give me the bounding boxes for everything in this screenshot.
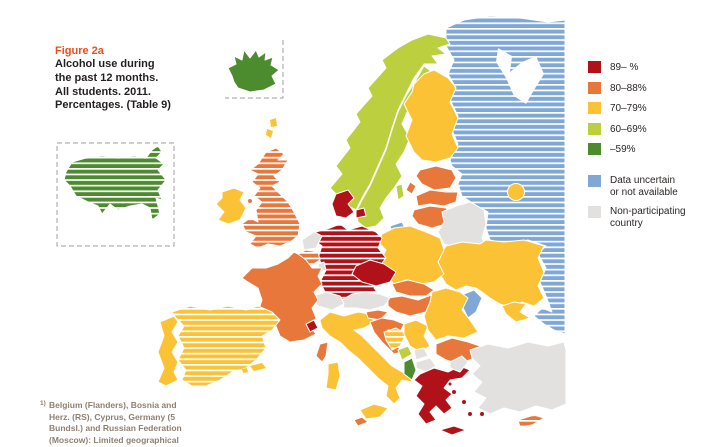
country-spain <box>171 305 281 387</box>
country-ireland <box>215 187 247 225</box>
country-austria <box>341 291 391 311</box>
footnote-line: Belgium (Flanders), Bosnia and <box>49 400 177 410</box>
legend-swatch-nonparticipating <box>588 206 601 218</box>
footnote-marker: 1) <box>40 400 46 407</box>
island-sicily <box>359 403 389 420</box>
region-crimea <box>501 301 531 323</box>
moscow-dot <box>507 183 525 201</box>
islands-balearic <box>242 363 266 373</box>
legend-swatch-70-79 <box>588 102 601 114</box>
country-czech-republic <box>351 259 397 287</box>
country-uk <box>241 147 301 249</box>
legend-label-uncertain: Data uncertain or not available <box>610 175 678 198</box>
country-greece <box>413 365 471 425</box>
legend-item-80-88: 80–88% <box>588 81 705 95</box>
country-france <box>241 251 323 343</box>
footnote: 1) Belgium (Flanders), Bosnia and Herz. … <box>40 400 219 447</box>
legend-swatch-60-69 <box>588 122 601 135</box>
island-crete <box>439 425 467 436</box>
country-iceland <box>227 49 280 93</box>
country-estonia <box>405 165 457 195</box>
legend-item-below59: –59% <box>588 143 705 156</box>
country-slovakia <box>391 279 435 297</box>
legend-label-70-79: 70–79% <box>610 103 647 114</box>
country-switzerland <box>311 291 345 311</box>
legend-item-uncertain: Data uncertain or not available <box>588 175 705 199</box>
country-bosnia <box>383 327 407 351</box>
island-sardinia <box>325 361 341 391</box>
figure-title-line: All students. 2011. <box>55 85 151 98</box>
legend-label-nonparticipating: Non-participating country <box>610 206 686 229</box>
footnote-line: Bundsl.) and Russian Federation <box>49 423 182 434</box>
footnote-line: (Moscow): Limited geographical <box>49 434 179 445</box>
figure-title-line: Alcohol use during <box>55 58 155 70</box>
legend-swatch-89plus <box>588 61 601 73</box>
country-kosovo <box>413 347 429 361</box>
country-romania <box>423 287 479 341</box>
legend-label-below59: –59% <box>610 144 636 155</box>
country-serbia <box>403 319 431 353</box>
region-east-thrace <box>449 355 469 373</box>
legend-item-60-69: 60–69% <box>588 122 705 136</box>
country-usa <box>63 145 167 221</box>
white-sea <box>496 48 544 104</box>
legend-item-70-79: 70–79% <box>588 102 705 115</box>
legend-swatch-uncertain <box>588 175 601 187</box>
island-gotland <box>395 183 405 201</box>
country-slovenia <box>365 309 389 321</box>
country-portugal <box>157 315 179 387</box>
country-norway <box>329 33 451 219</box>
country-monaco <box>305 319 319 333</box>
figure-title-line: the past 12 months. <box>55 71 159 84</box>
figure-number: Figure 2a <box>55 45 104 57</box>
map-legend: 89– % 80–88% 70–79% 60–69% –59% Data unc… <box>588 61 705 238</box>
country-malta <box>353 416 369 427</box>
country-sweden <box>355 65 433 229</box>
country-cyprus <box>517 414 545 428</box>
country-ukraine <box>437 239 545 309</box>
country-montenegro <box>397 345 413 361</box>
figure-caption: Figure 2a Alcohol use during the past 12… <box>55 44 225 113</box>
legend-label-89plus: 89– % <box>610 62 639 73</box>
country-denmark <box>331 189 367 219</box>
inset-box-usa <box>56 142 175 247</box>
island-corsica <box>315 341 329 363</box>
legend-swatch-80-88 <box>588 81 601 94</box>
country-isle-of-man <box>247 198 253 204</box>
legend-item-89plus: 89– % <box>588 61 705 74</box>
legend-label-80-88: 80–88% <box>610 82 647 94</box>
figure-title-line: Percentages. (Table 9) <box>55 99 171 112</box>
country-latvia <box>415 189 459 207</box>
country-turkey <box>469 341 567 415</box>
country-netherlands <box>301 231 323 251</box>
footnote-line: Herz. (RS), Cyprus, Germany (5 <box>49 411 176 422</box>
country-albania <box>403 357 417 381</box>
legend-item-nonparticipating: Non-participating country <box>588 206 705 230</box>
legend-label-60-69: 60–69% <box>610 123 647 135</box>
inset-box-iceland <box>225 40 284 99</box>
country-italy <box>319 311 413 405</box>
figure-title: Alcohol use during the past 12 months. A… <box>55 58 225 113</box>
aegean-islands <box>448 382 484 416</box>
country-faroe-islands <box>266 118 277 138</box>
country-finland <box>403 69 459 163</box>
legend-swatch-below59 <box>588 143 601 155</box>
